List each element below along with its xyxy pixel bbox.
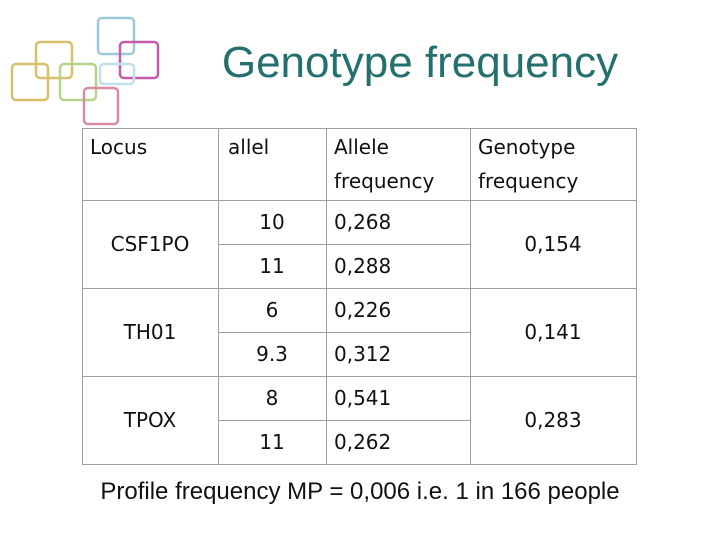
genotype-frequency-cell: 0,283 xyxy=(524,408,582,432)
allele-frequency-cell: 0,268 xyxy=(334,210,392,234)
group-divider xyxy=(82,376,636,377)
locus-cell: TH01 xyxy=(123,320,177,344)
header-divider xyxy=(82,200,636,201)
title: Genotype frequency xyxy=(221,38,619,87)
decoration xyxy=(10,16,160,126)
allel-cell: 10 xyxy=(259,210,285,234)
column-divider xyxy=(636,128,637,464)
row-divider xyxy=(218,244,470,245)
allele-frequency-cell: 0,312 xyxy=(334,342,392,366)
deco-square xyxy=(82,86,120,126)
header-cell: Genotype frequency xyxy=(478,135,579,193)
row-divider xyxy=(218,332,470,333)
genotype-frequency-cell: 0,154 xyxy=(524,232,582,256)
deco-square xyxy=(58,62,98,102)
footer: Profile frequency MP = 0,006 i.e. 1 in 1… xyxy=(100,478,620,505)
allel-cell: 6 xyxy=(265,298,279,322)
deco-square xyxy=(118,40,160,80)
allele-frequency-cell: 0,288 xyxy=(334,254,392,278)
header-cell: allel xyxy=(228,135,270,159)
allel-cell: 11 xyxy=(259,430,285,454)
deco-square xyxy=(34,40,74,80)
allele-frequency-cell: 0,541 xyxy=(334,386,392,410)
header-cell: Allele frequency xyxy=(334,135,435,193)
row-divider xyxy=(218,420,470,421)
column-divider xyxy=(470,128,471,464)
locus-cell: TPOX xyxy=(123,408,177,432)
genotype-frequency-cell: 0,141 xyxy=(524,320,582,344)
table-border xyxy=(82,128,636,129)
deco-square xyxy=(96,16,136,56)
column-divider xyxy=(326,128,327,464)
allel-cell: 9.3 xyxy=(256,342,288,366)
column-divider xyxy=(218,128,219,464)
allele-frequency-cell: 0,262 xyxy=(334,430,392,454)
deco-square xyxy=(10,62,50,102)
allele-frequency-cell: 0,226 xyxy=(334,298,392,322)
allel-cell: 8 xyxy=(265,386,279,410)
group-divider xyxy=(82,288,636,289)
header-cell: Locus xyxy=(90,135,148,159)
allel-cell: 11 xyxy=(259,254,285,278)
table-border xyxy=(82,464,637,465)
deco-square xyxy=(98,62,136,86)
column-divider xyxy=(82,128,83,464)
locus-cell: CSF1PO xyxy=(110,232,190,256)
